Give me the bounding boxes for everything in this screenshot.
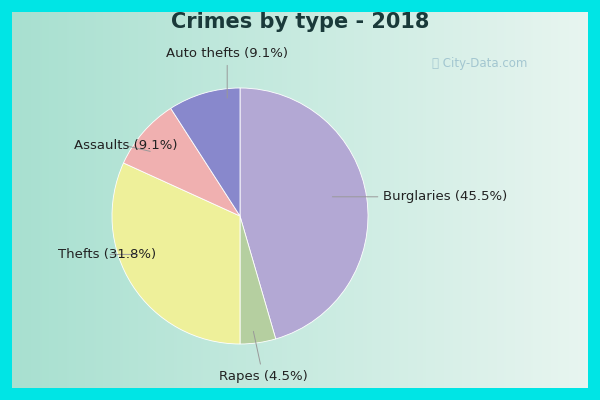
Text: Thefts (31.8%): Thefts (31.8%) <box>58 248 157 261</box>
Text: Burglaries (45.5%): Burglaries (45.5%) <box>332 190 508 203</box>
Text: Crimes by type - 2018: Crimes by type - 2018 <box>171 12 429 32</box>
Text: ⓘ City-Data.com: ⓘ City-Data.com <box>433 58 527 70</box>
Text: Assaults (9.1%): Assaults (9.1%) <box>74 139 177 152</box>
Wedge shape <box>240 88 368 339</box>
Text: Auto thefts (9.1%): Auto thefts (9.1%) <box>166 47 288 98</box>
Text: Rapes (4.5%): Rapes (4.5%) <box>218 331 307 382</box>
Wedge shape <box>124 108 240 216</box>
Wedge shape <box>112 163 240 344</box>
Wedge shape <box>240 216 276 344</box>
Wedge shape <box>171 88 240 216</box>
